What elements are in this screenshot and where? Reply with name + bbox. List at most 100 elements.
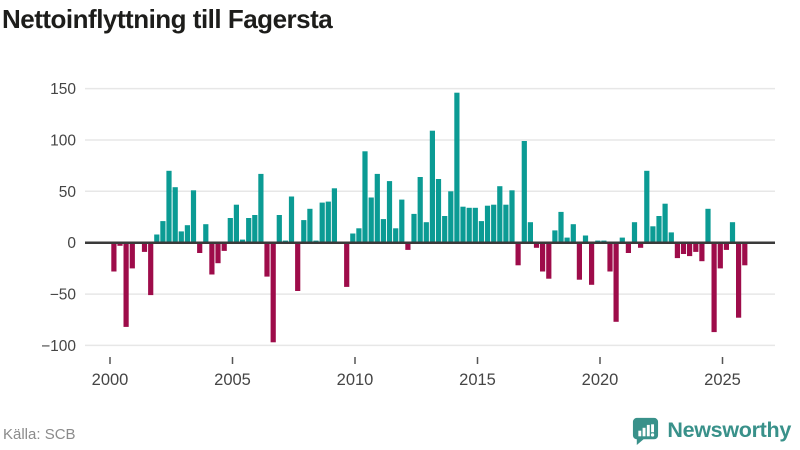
bar-2002Q4 <box>178 231 184 243</box>
bar-2011Q3 <box>393 228 399 243</box>
bar-2010Q2 <box>362 151 368 243</box>
bar-2003Q1 <box>184 225 190 243</box>
bar-2007Q4 <box>301 220 307 243</box>
bar-2021Q4 <box>644 170 650 243</box>
bar-2018Q4 <box>570 224 576 243</box>
bar-2000Q1 <box>111 242 117 272</box>
y-tick-label: 100 <box>50 133 76 150</box>
y-tick-label: 0 <box>67 235 76 252</box>
bar-2022Q1 <box>650 226 656 243</box>
x-tick-label: 2005 <box>214 371 251 389</box>
bar-2021Q3 <box>638 242 644 248</box>
bar-2006Q3 <box>270 242 276 343</box>
bar-2025Q4 <box>742 242 748 266</box>
logo-bar-small <box>638 430 642 437</box>
bar-2023Q4 <box>693 242 699 252</box>
source-label: Källa: SCB <box>3 426 76 443</box>
bar-2002Q2 <box>166 170 172 243</box>
bar-2016Q2 <box>509 190 515 243</box>
bar-2017Q2 <box>533 242 540 248</box>
bar-2013Q2 <box>435 179 442 243</box>
bar-2015Q1 <box>478 221 484 243</box>
bar-2011Q1 <box>380 219 386 243</box>
y-tick-label: −50 <box>50 287 77 304</box>
bar-2012Q4 <box>423 222 429 243</box>
newsworthy-wordmark: Newsworthy <box>667 418 791 442</box>
bar-2012Q3 <box>417 177 423 243</box>
bar-2024Q1 <box>699 242 705 262</box>
y-tick-label: 50 <box>59 184 77 201</box>
bar-2002Q3 <box>172 187 178 243</box>
bar-2025Q3 <box>736 242 742 318</box>
bar-2013Q1 <box>429 130 435 243</box>
bar-2010Q3 <box>368 197 374 243</box>
bar-2009Q3 <box>344 242 350 287</box>
bar-2003Q2 <box>190 190 197 243</box>
logo-exclamation-dot <box>651 433 655 437</box>
newsworthy-icon <box>633 417 659 445</box>
bar-2016Q1 <box>503 204 509 243</box>
bar-2012Q1 <box>405 242 411 250</box>
bar-2014Q3 <box>466 207 472 243</box>
bar-2004Q2 <box>215 242 221 264</box>
bar-2010Q4 <box>374 173 380 243</box>
bar-2006Q2 <box>264 242 270 277</box>
bar-2002Q1 <box>160 221 166 243</box>
chart-title: Nettoinflyttning till Fagersta <box>2 4 333 34</box>
bar-2000Q2 <box>117 242 123 246</box>
bar-2025Q1 <box>723 242 729 250</box>
bar-2008Q1 <box>307 208 313 243</box>
bar-2005Q4 <box>252 215 258 243</box>
x-tick-label: 2010 <box>337 371 374 389</box>
bar-2020Q4 <box>619 237 625 243</box>
x-tick-label: 2000 <box>92 371 129 389</box>
bar-2023Q3 <box>687 242 693 257</box>
bar-2008Q4 <box>325 201 331 243</box>
bar-2021Q1 <box>625 242 631 253</box>
bar-2009Q4 <box>350 233 356 243</box>
bar-2010Q1 <box>356 228 362 243</box>
bar-2006Q1 <box>258 173 264 243</box>
bar-2016Q4 <box>521 141 527 243</box>
logo-bar-tall <box>647 424 651 437</box>
bar-2022Q4 <box>668 232 674 243</box>
bar-2013Q4 <box>448 191 454 243</box>
bar-2022Q3 <box>662 203 668 243</box>
bar-2014Q1 <box>454 92 460 243</box>
bar-2008Q3 <box>319 202 325 243</box>
bar-2003Q4 <box>203 224 209 243</box>
bar-2018Q3 <box>564 237 570 243</box>
bar-2007Q2 <box>288 196 295 243</box>
y-tick-label: 150 <box>50 81 76 98</box>
bar-2017Q3 <box>540 242 546 272</box>
bar-2015Q2 <box>484 205 491 243</box>
newsworthy-logo[interactable]: Newsworthy <box>631 416 791 445</box>
bar-2007Q3 <box>295 242 301 291</box>
x-tick-label: 2020 <box>582 371 619 389</box>
bar-2000Q3 <box>123 242 129 327</box>
bar-2013Q3 <box>442 216 448 243</box>
bar-2001Q2 <box>141 242 148 252</box>
logo-bar-medium <box>642 427 646 437</box>
logo-exclamation-bar <box>651 424 655 433</box>
bar-2018Q2 <box>558 211 564 243</box>
bar-2020Q3 <box>613 242 619 322</box>
bar-2000Q4 <box>129 242 135 269</box>
bar-2017Q4 <box>546 242 552 279</box>
bar-2017Q1 <box>527 222 533 243</box>
bar-2021Q2 <box>631 222 638 243</box>
bar-2015Q4 <box>497 186 503 243</box>
bar-2023Q1 <box>674 242 680 259</box>
bar-2004Q4 <box>227 218 233 243</box>
bar-2001Q3 <box>148 242 154 296</box>
bar-2014Q4 <box>472 207 478 243</box>
bar-2005Q2 <box>239 239 246 243</box>
bar-2001Q4 <box>154 234 160 243</box>
bar-2019Q1 <box>576 242 582 280</box>
bar-2012Q2 <box>411 213 417 243</box>
bar-2015Q3 <box>491 204 497 243</box>
bar-2011Q4 <box>399 199 405 243</box>
bar-2014Q2 <box>460 206 466 243</box>
